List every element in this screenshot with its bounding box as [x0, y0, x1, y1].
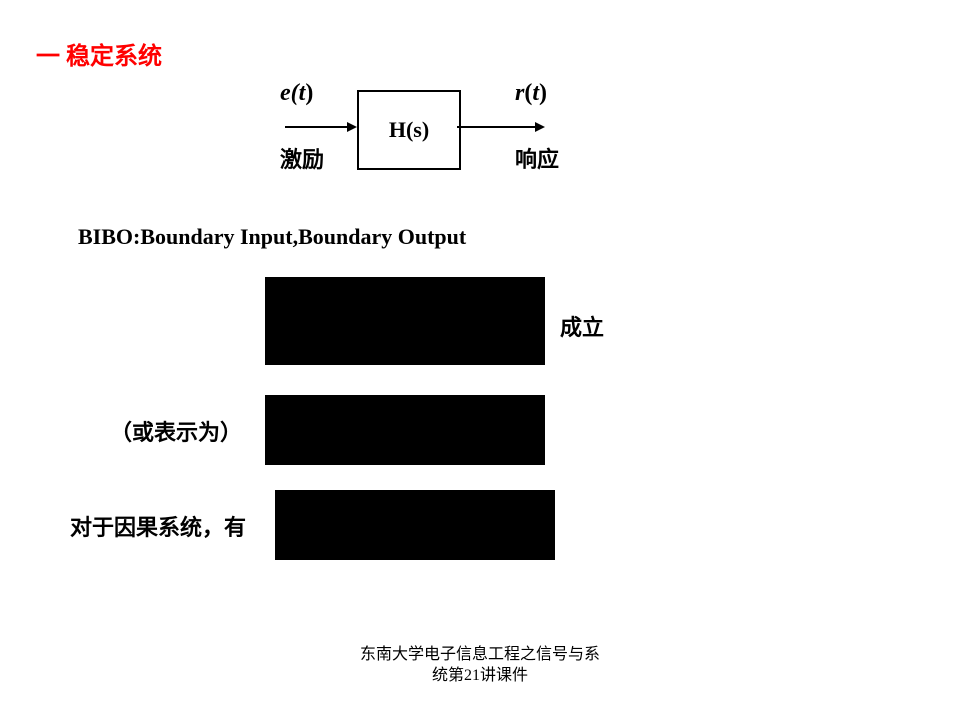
input-arrow-line [285, 126, 347, 128]
redacted-formula-1 [265, 277, 545, 365]
system-block: H(s) [357, 90, 461, 170]
output-arrow-head [535, 122, 545, 132]
output-signal-sublabel: 响应 [515, 142, 559, 174]
input-signal-label: e(t) [280, 80, 313, 107]
slide-footer: 东南大学电子信息工程之信号与系 统第21讲课件 [0, 645, 960, 687]
label-or-representation: （或表示为） [110, 415, 242, 447]
footer-line2: 统第21讲课件 [432, 667, 528, 684]
output-arrow-line [457, 126, 535, 128]
input-signal-sublabel: 激励 [280, 142, 324, 174]
section-title: 一 稳定系统 [36, 36, 162, 71]
input-signal-text: e(t) [280, 80, 313, 106]
output-signal-text: r(t) [515, 80, 547, 106]
bibo-definition: BIBO:Boundary Input,Boundary Output [78, 224, 466, 250]
label-chengli: 成立 [560, 310, 604, 342]
input-arrow-head [347, 122, 357, 132]
redacted-formula-3 [275, 490, 555, 560]
output-signal-label: r(t) [515, 80, 547, 107]
redacted-formula-2 [265, 395, 545, 465]
footer-line1: 东南大学电子信息工程之信号与系 [360, 646, 600, 663]
system-label: H(s) [389, 117, 429, 143]
label-causal-system: 对于因果系统，有 [70, 510, 246, 542]
